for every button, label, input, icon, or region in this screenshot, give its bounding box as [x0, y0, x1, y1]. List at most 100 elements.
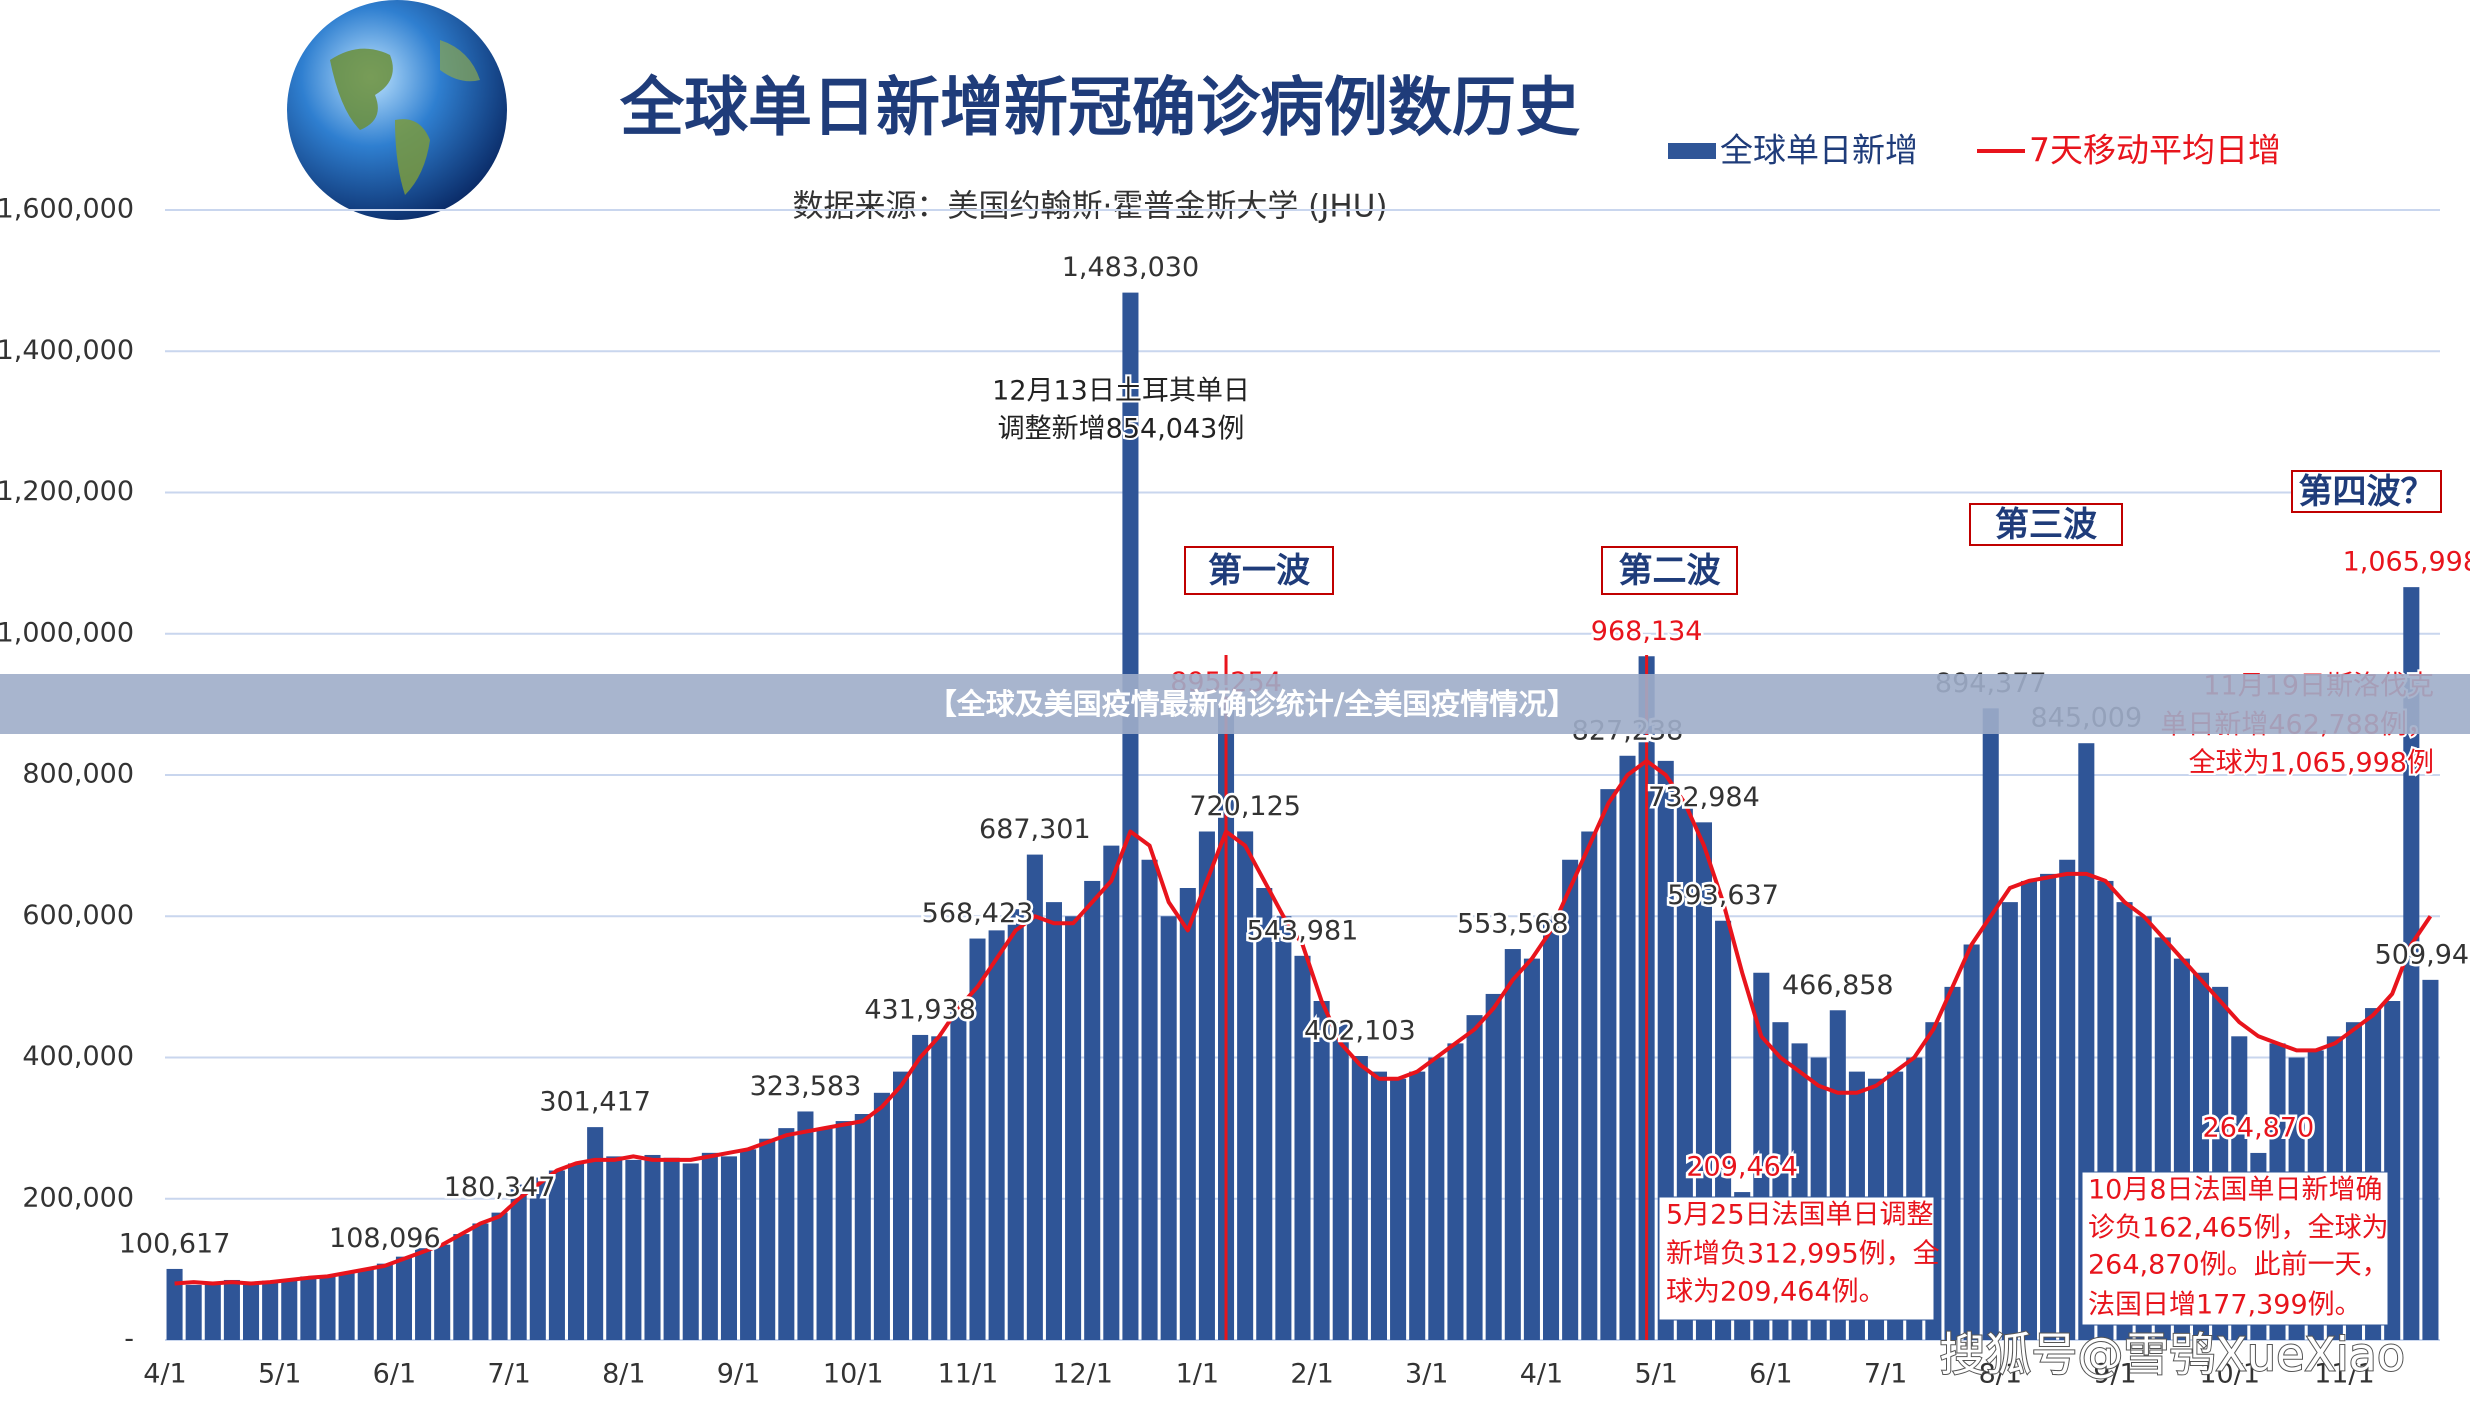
- annotation-line: 264,870例。此前一天，: [2088, 1250, 2389, 1281]
- bar: [587, 1127, 604, 1340]
- bar: [376, 1263, 393, 1340]
- bar: [740, 1149, 757, 1340]
- annotation-line: 诊负162,465例，全球为: [2088, 1213, 2389, 1244]
- bar: [1160, 916, 1177, 1340]
- bar: [491, 1212, 508, 1340]
- bar: [625, 1159, 642, 1340]
- x-tick-label: 6/1: [1749, 1359, 1792, 1390]
- x-tick-label: 2/1: [1290, 1359, 1333, 1390]
- bar: [262, 1280, 279, 1340]
- bar: [2422, 979, 2439, 1340]
- y-tick-label: 1,400,000: [0, 335, 134, 366]
- bar: [1543, 916, 1560, 1340]
- annotation-line: 新增负312,995例，全: [1666, 1239, 1940, 1270]
- value-label: 1,065,998: [2343, 547, 2470, 578]
- annotation-line: 法国日增177,399例。: [2088, 1290, 2362, 1321]
- x-tick-label: 9/1: [717, 1359, 760, 1390]
- bar: [1409, 1071, 1426, 1340]
- bar: [2403, 587, 2420, 1340]
- bar: [1562, 859, 1579, 1340]
- bar: [682, 1163, 699, 1340]
- annotation-line: 球为209,464例。: [1666, 1277, 1886, 1308]
- value-label: 968,134: [1591, 616, 1703, 647]
- value-label: 466,858: [1782, 970, 1894, 1001]
- bar: [969, 938, 986, 1340]
- bar: [1065, 916, 1082, 1340]
- value-label: 209,464: [1686, 1152, 1798, 1183]
- bar: [1179, 888, 1196, 1340]
- bar: [950, 1001, 967, 1340]
- banner-text: 【全球及美国疫情最新确诊统计/全美国疫情情况】: [928, 687, 1577, 721]
- x-tick-label: 8/1: [602, 1359, 645, 1390]
- bar: [453, 1234, 470, 1340]
- bar: [759, 1138, 776, 1340]
- bar: [1198, 831, 1215, 1340]
- annotation-line: 5月25日法国单日调整: [1666, 1200, 1934, 1231]
- x-tick-label: 11/1: [938, 1359, 999, 1390]
- bar: [1122, 292, 1139, 1340]
- bar: [300, 1276, 317, 1340]
- bar: [663, 1157, 680, 1340]
- wave-label: 第一波: [1208, 551, 1310, 591]
- bar: [893, 1071, 910, 1340]
- x-tick-label: 1/1: [1176, 1359, 1219, 1390]
- bar: [2001, 902, 2018, 1340]
- x-tick-label: 8/1: [1979, 1359, 2022, 1390]
- bar: [281, 1279, 298, 1340]
- bar: [548, 1170, 565, 1340]
- x-tick-label: 4/1: [143, 1359, 186, 1390]
- value-label: 100,617: [119, 1228, 231, 1259]
- bar: [185, 1284, 202, 1340]
- bar: [1504, 949, 1521, 1340]
- watermark: 搜狐号@雪鸮XueXiao: [1939, 1328, 2405, 1382]
- value-label: 323,583: [750, 1071, 862, 1102]
- value-label: 108,096: [329, 1223, 441, 1254]
- chart-subtitle: 数据来源：美国约翰斯·霍普金斯大学 (JHU): [792, 189, 1387, 225]
- value-label: 593,637: [1667, 880, 1779, 911]
- bar: [2059, 859, 2076, 1340]
- value-label: 264,870: [2203, 1112, 2315, 1143]
- bar: [606, 1156, 623, 1340]
- bar: [1045, 902, 1062, 1340]
- x-tick-label: 12/1: [1052, 1359, 1113, 1390]
- bar: [1485, 993, 1502, 1340]
- value-label: 553,568: [1457, 909, 1569, 940]
- bar: [357, 1269, 374, 1340]
- x-tick-label: 6/1: [373, 1359, 416, 1390]
- annotation-line: 调整新增854,043例: [998, 414, 1245, 445]
- wave-label: 第二波: [1619, 551, 1721, 591]
- wave-label: 第四波？: [2299, 472, 2435, 512]
- annotation-line: 全球为1,065,998例: [2189, 748, 2434, 779]
- bar: [223, 1279, 240, 1340]
- value-label: 720,125: [1189, 791, 1301, 822]
- bar: [1963, 944, 1980, 1340]
- bar: [931, 1036, 948, 1340]
- bar: [1619, 755, 1636, 1340]
- bar: [988, 930, 1005, 1340]
- bar: [1370, 1071, 1387, 1340]
- bar: [1084, 880, 1101, 1340]
- y-tick-label: 1,600,000: [0, 194, 134, 225]
- bar: [1351, 1056, 1368, 1340]
- bar: [1447, 1043, 1464, 1340]
- y-tick-label: 1,200,000: [0, 476, 134, 507]
- banner: [0, 674, 2470, 734]
- y-tick-label: 800,000: [22, 759, 134, 790]
- annotation-box: [1658, 1196, 1935, 1321]
- bar: [1294, 955, 1311, 1340]
- x-tick-label: 7/1: [487, 1359, 530, 1390]
- bar: [1256, 888, 1273, 1340]
- bar: [1332, 1022, 1349, 1340]
- bar: [529, 1177, 546, 1340]
- bar: [644, 1154, 661, 1340]
- bar: [2020, 880, 2037, 1340]
- wave-label-box: [1969, 503, 2123, 546]
- bar: [1026, 854, 1043, 1340]
- x-tick-label: 11/1: [2314, 1359, 2375, 1390]
- y-tick-label: -: [124, 1324, 134, 1355]
- bar: [510, 1184, 527, 1340]
- bar: [720, 1156, 737, 1340]
- bar: [568, 1163, 585, 1340]
- bar: [1523, 958, 1540, 1340]
